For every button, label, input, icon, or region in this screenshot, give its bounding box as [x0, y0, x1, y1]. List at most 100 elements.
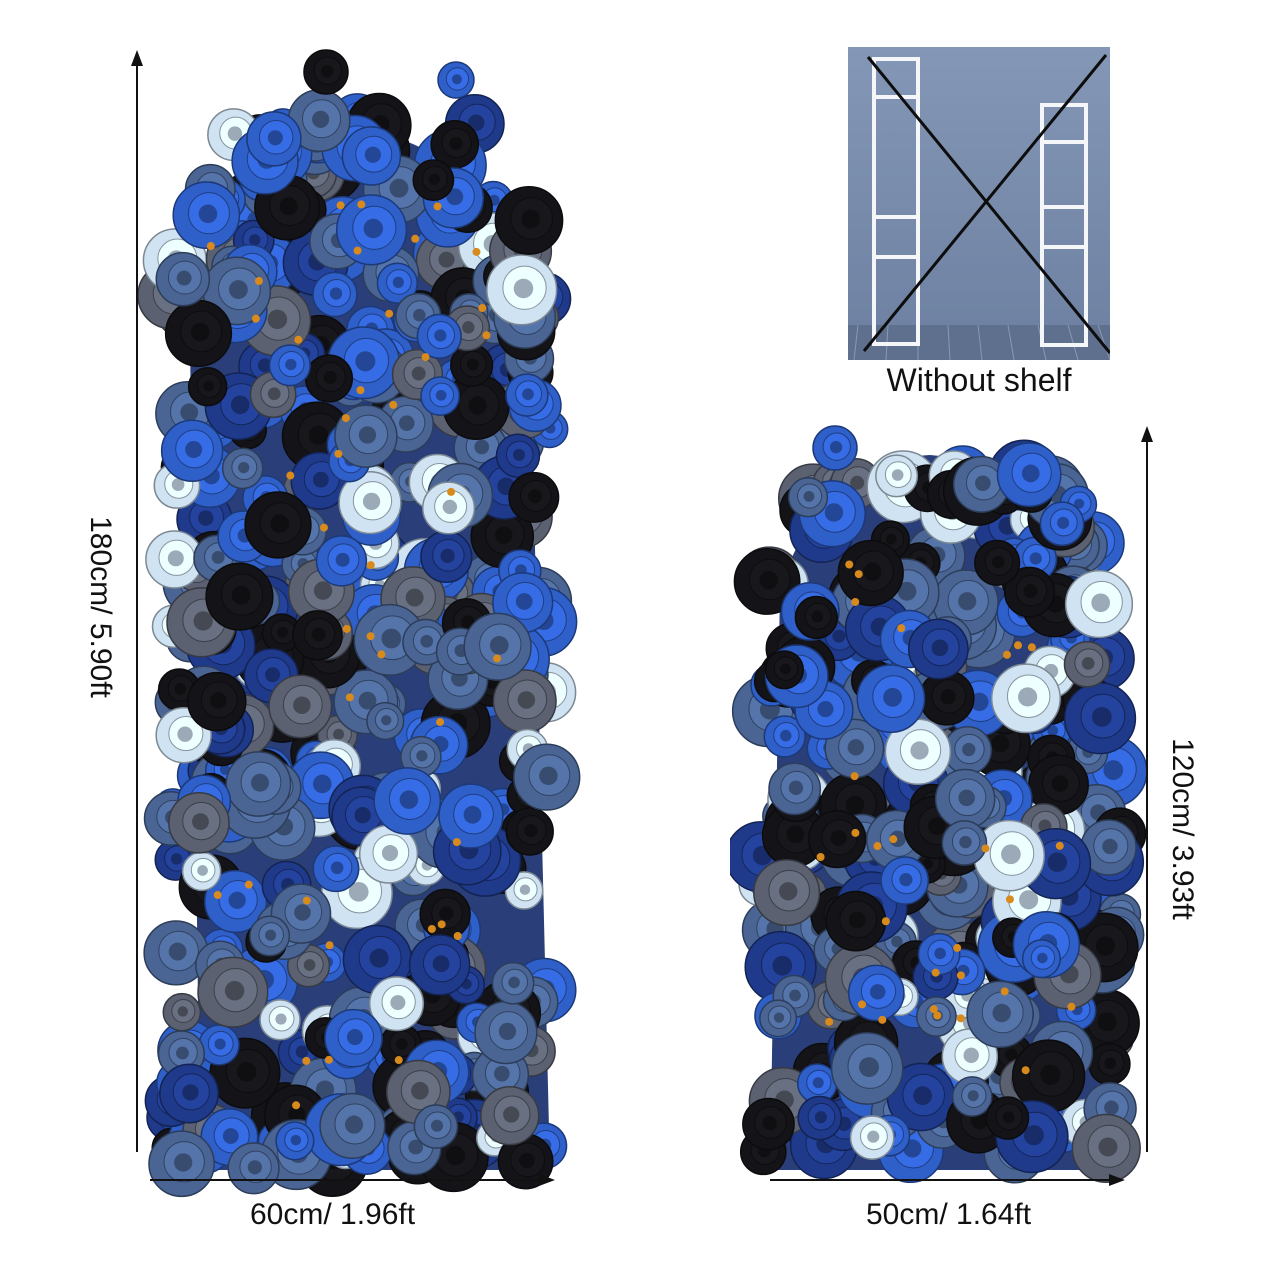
orange-accent [336, 201, 345, 210]
orange-accent [845, 560, 854, 569]
short-width-label: 50cm/ 1.64ft [866, 1198, 1032, 1231]
orange-accent [292, 1101, 301, 1110]
flower [1021, 939, 1061, 979]
cross-out-x [862, 54, 1110, 354]
flower [1012, 536, 1058, 582]
flower [430, 120, 480, 169]
flower [160, 419, 224, 482]
flower [812, 425, 858, 471]
orange-accent [385, 309, 394, 318]
orange-accent [1027, 643, 1036, 652]
flower [249, 915, 291, 957]
flower [505, 807, 554, 856]
orange-accent [366, 632, 375, 641]
short-height-label: 120cm/ 3.93ft [1166, 738, 1199, 920]
flower [825, 890, 887, 952]
flower [1080, 819, 1137, 876]
flower [246, 111, 302, 167]
flower [1088, 1042, 1131, 1086]
orange-accent [394, 1056, 403, 1065]
flower [1011, 1039, 1086, 1113]
orange-accent [482, 331, 491, 340]
flower [768, 762, 822, 816]
flower [1028, 754, 1089, 816]
flower [324, 1008, 383, 1068]
flower [334, 404, 398, 468]
flower [495, 433, 541, 478]
flower [159, 1063, 219, 1124]
flower [416, 313, 462, 359]
orange-accent [929, 1005, 938, 1014]
orange-accent [357, 200, 366, 209]
orange-accent [493, 654, 502, 663]
flower [287, 89, 351, 153]
orange-accent [1021, 1066, 1030, 1075]
orange-accent [878, 1015, 887, 1024]
flower [763, 715, 806, 758]
flower [849, 1115, 895, 1160]
orange-accent [873, 842, 882, 851]
orange-accent [377, 650, 386, 659]
flower [341, 126, 402, 186]
flower [733, 548, 801, 615]
orange-accent [286, 471, 295, 480]
flower [934, 768, 996, 830]
orange-accent [897, 624, 906, 633]
flower [463, 612, 532, 681]
flower [205, 562, 274, 631]
orange-accent [421, 353, 430, 362]
flower [172, 181, 241, 250]
flower [412, 159, 455, 201]
orange-accent [850, 772, 859, 781]
flower [880, 856, 930, 905]
tall-height-label: 180cm/ 5.90ft [84, 516, 117, 698]
flower [376, 395, 434, 453]
tall-height-arrowhead [131, 50, 143, 66]
flower [941, 820, 988, 866]
flower [1064, 570, 1134, 639]
flower [335, 194, 408, 266]
orange-accent [931, 968, 940, 977]
orange-accent [447, 487, 456, 496]
flower [304, 354, 354, 403]
flower [996, 442, 1062, 508]
orange-accent [356, 386, 365, 395]
orange-accent [244, 880, 253, 889]
orange-accent [302, 1056, 311, 1065]
flower [380, 566, 446, 632]
flower [197, 956, 269, 1028]
short-width-arrowhead [1109, 1174, 1125, 1186]
flower [1003, 566, 1055, 618]
orange-accent [956, 1014, 965, 1023]
flower [168, 792, 230, 854]
flower [966, 980, 1034, 1049]
orange-accent [319, 523, 328, 532]
flower [797, 1095, 843, 1141]
flower [312, 845, 360, 893]
orange-accent [366, 561, 375, 570]
orange-accent [472, 247, 481, 256]
flower [368, 976, 425, 1032]
orange-accent [452, 838, 461, 847]
flower [837, 539, 904, 607]
flower [373, 767, 442, 835]
tall-shelf-frame [872, 57, 920, 346]
flower [338, 470, 402, 535]
flower [187, 366, 228, 407]
orange-accent [1055, 841, 1064, 850]
flower [830, 1032, 904, 1105]
flower [505, 373, 549, 417]
orange-accent [981, 844, 990, 853]
flower [450, 343, 494, 387]
flower [491, 961, 535, 1005]
flower [187, 671, 247, 732]
flower [875, 454, 919, 498]
orange-accent [345, 693, 354, 702]
flower [796, 1063, 838, 1104]
orange-accent [851, 828, 860, 837]
shelf-caption: Without shelf [886, 362, 1072, 398]
flower [438, 783, 504, 849]
orange-accent [1014, 641, 1023, 650]
flower [164, 299, 233, 367]
